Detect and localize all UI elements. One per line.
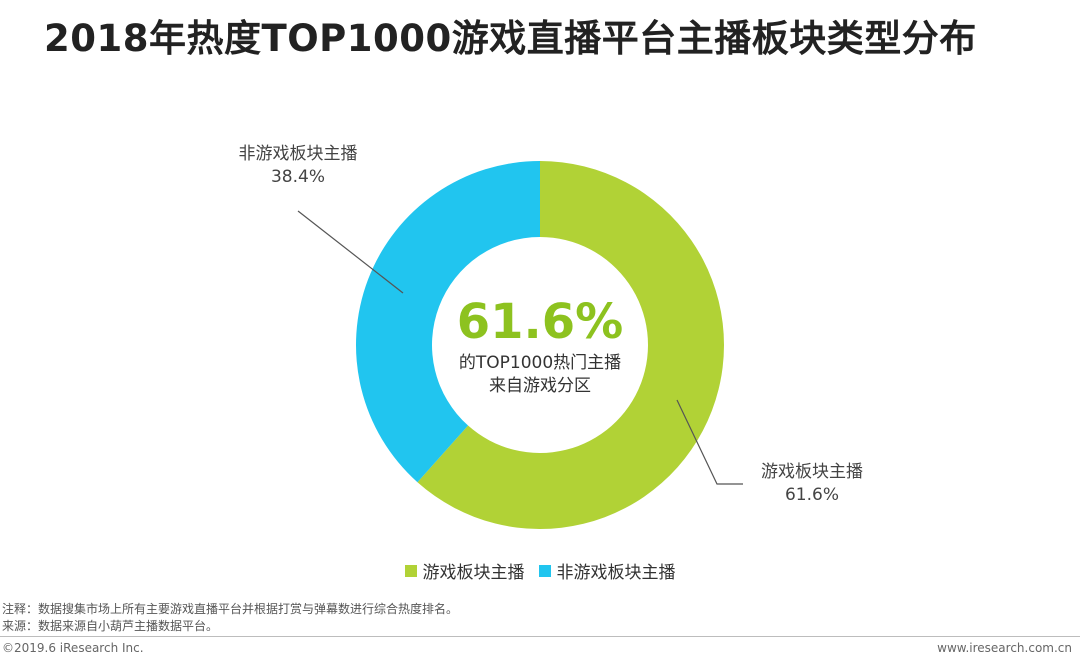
legend-swatch-non-game [538,564,551,577]
center-caption-line-2: 来自游戏分区 [489,376,591,396]
footer-copyright: ©2019.6 iResearch Inc. [2,641,144,655]
legend-swatch-game [404,564,417,577]
chart-title: 2018年热度TOP1000游戏直播平台主播板块类型分布 [44,17,977,60]
legend-label-non-game: 非游戏板块主播 [556,563,676,583]
slice-label-non-game: 非游戏板块主播 38.4% [208,143,388,189]
chart-source: 来源：数据来源自小葫芦主播数据平台。 [2,619,219,633]
chart-legend: 游戏板块主播 非游戏板块主播 [0,558,1080,583]
legend-item-non-game: 非游戏板块主播 [538,558,676,583]
slice-game-streamers [417,161,724,529]
slice-non-game-streamers [356,161,540,483]
slice-label-game-name: 游戏板块主播 [761,462,863,482]
center-caption-line-1: 的TOP1000热门主播 [458,353,622,373]
footer-website: www.iresearch.com.cn [937,641,1072,655]
chart-note: 注释：数据搜集市场上所有主要游戏直播平台并根据打赏与弹幕数进行综合热度排名。 [2,602,459,616]
legend-item-game: 游戏板块主播 [404,558,525,583]
slice-label-game: 游戏板块主播 61.6% [722,461,902,507]
leader-line-game [676,399,743,485]
leader-line-non-game [297,210,404,294]
legend-label-game: 游戏板块主播 [422,563,525,583]
footer-divider [0,636,1080,637]
center-caption: 的TOP1000热门主播 来自游戏分区 [420,352,660,398]
center-percentage: 61.6% [456,294,624,350]
slice-label-non-game-name: 非游戏板块主播 [238,144,358,164]
slice-label-non-game-value: 38.4% [270,167,325,187]
slice-label-game-value: 61.6% [784,485,839,505]
